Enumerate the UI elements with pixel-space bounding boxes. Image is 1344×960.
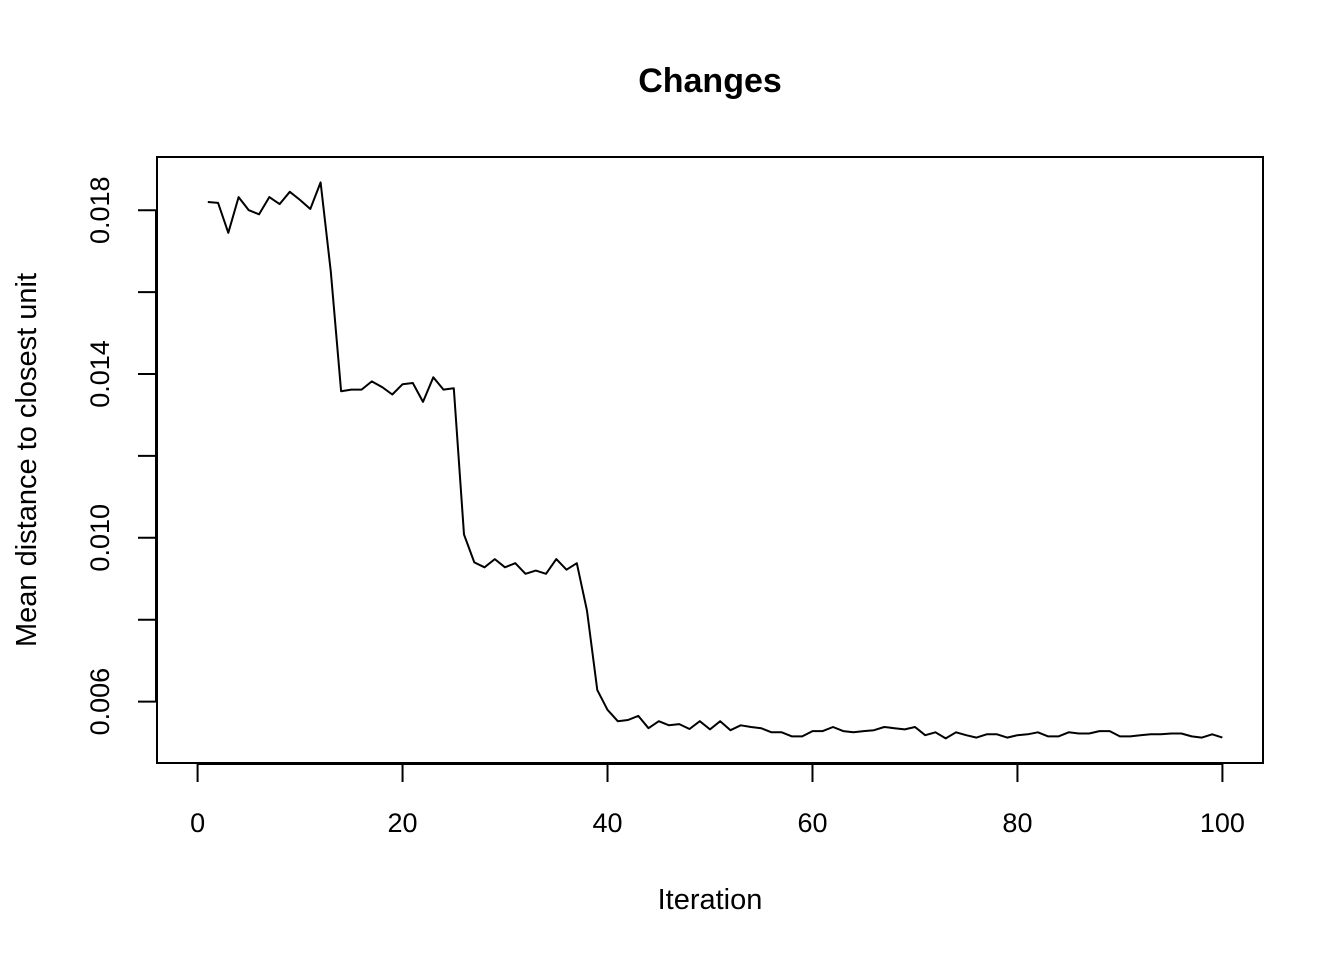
plot-frame <box>156 156 1264 764</box>
x-tick-label: 40 <box>592 808 622 838</box>
y-tick-label: 0.010 <box>85 504 115 572</box>
y-axis-label: Mean distance to closest unit <box>11 273 43 647</box>
x-tick-label: 100 <box>1200 808 1245 838</box>
x-tick-label: 0 <box>190 808 205 838</box>
y-tick-label: 0.006 <box>85 668 115 736</box>
chart-title: Changes <box>638 62 782 100</box>
x-tick-label: 80 <box>1002 808 1032 838</box>
series-line <box>207 181 1223 740</box>
x-axis-label: Iteration <box>658 884 763 916</box>
y-axis: 0.006 0.010 0.014 0.018 <box>85 176 157 735</box>
x-tick-label: 60 <box>797 808 827 838</box>
y-tick-label: 0.014 <box>85 340 115 408</box>
y-tick-label: 0.018 <box>85 176 115 244</box>
x-axis: 0 20 40 60 80 100 <box>190 763 1245 838</box>
x-tick-label: 20 <box>388 808 418 838</box>
